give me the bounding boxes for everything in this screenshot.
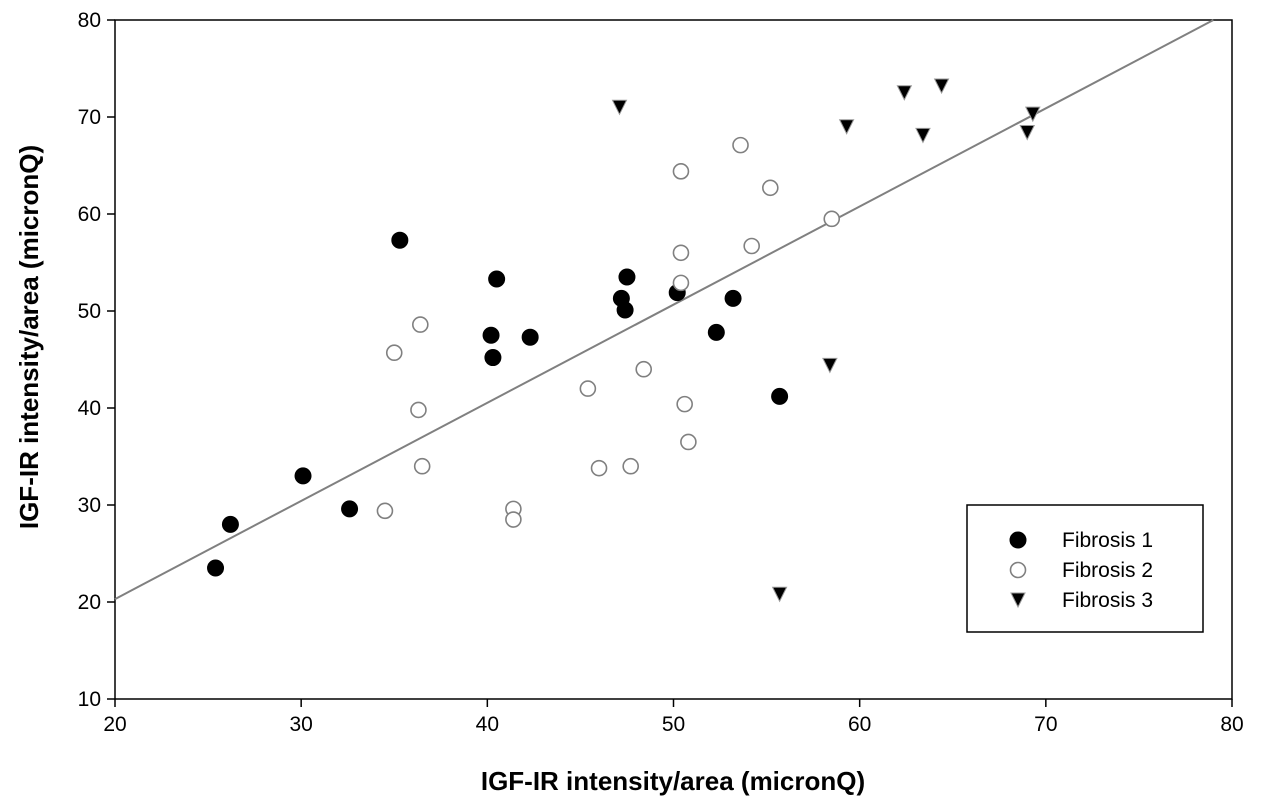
series-1-point-1 xyxy=(207,559,225,577)
legend-box xyxy=(966,504,1204,633)
series-2-point-5 xyxy=(413,457,431,475)
x-tick-label-40: 40 xyxy=(476,713,499,736)
series-3-point-4 xyxy=(838,119,855,135)
y-tick-label-60: 60 xyxy=(78,203,101,226)
y-tick-label-10: 10 xyxy=(78,688,101,711)
series-2-point-13 xyxy=(672,244,690,262)
series-1-point-2 xyxy=(221,515,239,533)
series-1-point-3 xyxy=(294,467,312,485)
series-2-point-20 xyxy=(823,210,841,228)
y-axis-title: IGF-IR intensity/area (micronQ) xyxy=(14,145,44,529)
series-2-point-14 xyxy=(672,274,690,292)
series-1-point-8 xyxy=(488,270,506,288)
series-3-point-3 xyxy=(822,357,838,374)
series-3-point-2 xyxy=(771,586,788,603)
series-2-point-12 xyxy=(672,163,690,180)
series-2-point-2 xyxy=(385,344,403,362)
data-points-layer xyxy=(207,78,1041,603)
x-axis-title: IGF-IR intensity/area (micronQ) xyxy=(481,766,865,796)
legend-label-fibrosis-3: Fibrosis 3 xyxy=(1062,589,1153,612)
series-3-point-1 xyxy=(611,99,628,116)
series-3-point-9 xyxy=(1024,106,1041,123)
x-tick-label-30: 30 xyxy=(289,713,312,736)
x-tick-label-50: 50 xyxy=(662,713,685,736)
legend-label-fibrosis-2: Fibrosis 2 xyxy=(1062,559,1153,582)
series-2-point-10 xyxy=(622,457,639,475)
legend-marker-series-2 xyxy=(1009,561,1027,579)
series-2-point-16 xyxy=(680,433,697,451)
series-2-point-8 xyxy=(579,380,597,397)
x-tick-label-60: 60 xyxy=(848,713,871,736)
series-3-point-7 xyxy=(933,78,950,95)
series-1-point-4 xyxy=(341,500,359,518)
series-1-point-15 xyxy=(724,289,742,307)
series-2-point-15 xyxy=(676,395,693,413)
series-1-point-12 xyxy=(618,268,636,286)
legend-label-fibrosis-1: Fibrosis 1 xyxy=(1062,529,1153,552)
legend-marker-series-3 xyxy=(1010,592,1026,609)
legend: Fibrosis 1 Fibrosis 2 Fibrosis 3 xyxy=(966,504,1204,633)
y-tick-label-30: 30 xyxy=(78,494,101,517)
series-3-point-5 xyxy=(896,85,913,101)
series-2-point-4 xyxy=(412,316,429,333)
series-1-point-7 xyxy=(484,349,502,367)
series-2-point-18 xyxy=(743,237,760,255)
series-1-point-11 xyxy=(616,301,634,319)
series-2-point-9 xyxy=(590,459,608,477)
legend-marker-series-1 xyxy=(1009,531,1027,549)
y-tick-label-80: 80 xyxy=(78,9,101,32)
series-2-point-11 xyxy=(635,360,653,378)
legend-markers xyxy=(1009,531,1027,609)
series-2-point-19 xyxy=(762,179,779,197)
series-3-point-6 xyxy=(915,127,931,144)
x-tick-label-80: 80 xyxy=(1220,713,1243,736)
series-2-point-7 xyxy=(505,511,522,528)
series-3-point-8 xyxy=(1019,125,1036,141)
y-tick-label-50: 50 xyxy=(78,300,101,323)
series-1-point-9 xyxy=(521,328,539,346)
series-2-point-1 xyxy=(376,502,394,520)
y-tick-label-70: 70 xyxy=(78,106,101,129)
series-1-point-14 xyxy=(707,323,725,341)
series-2-point-17 xyxy=(732,136,749,154)
x-tick-label-70: 70 xyxy=(1034,713,1057,736)
series-2-point-3 xyxy=(410,401,427,419)
y-tick-label-40: 40 xyxy=(78,397,101,420)
series-1-point-5 xyxy=(391,231,409,249)
x-tick-label-20: 20 xyxy=(103,713,126,736)
series-1-point-16 xyxy=(771,387,789,405)
y-tick-label-20: 20 xyxy=(78,591,101,614)
series-1-point-6 xyxy=(482,326,500,344)
